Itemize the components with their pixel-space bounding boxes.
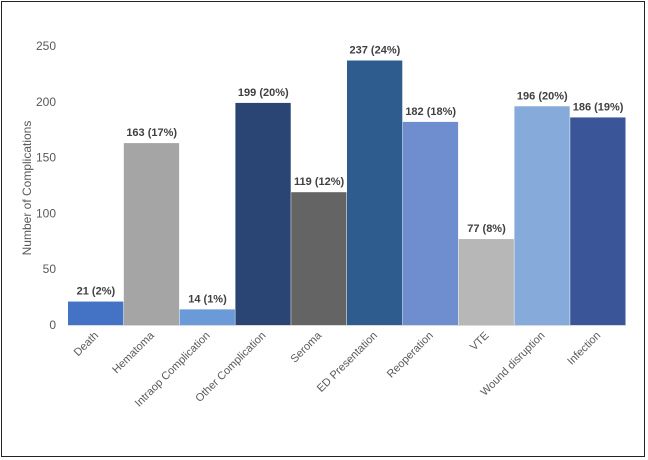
x-tick-label: Infection (565, 330, 603, 368)
data-label: 199 (20%) (238, 87, 289, 99)
x-tick-label: VTE (468, 330, 492, 354)
bar-death (68, 301, 124, 325)
bar-vte (458, 239, 514, 325)
x-tick-label: Reoperation (385, 330, 436, 381)
data-label: 14 (1%) (188, 293, 227, 305)
bar-seroma (291, 192, 347, 325)
bar-other-complication (235, 102, 291, 325)
data-label: 77 (8%) (467, 223, 506, 235)
data-label: 21 (2%) (77, 286, 116, 298)
y-tick-label: 0 (49, 318, 56, 332)
data-label: 182 (18%) (405, 106, 456, 118)
y-tick-label: 200 (36, 95, 56, 109)
x-tick-label: Hematoma (110, 329, 157, 376)
bar-wound-disruption (514, 106, 570, 325)
data-label: 237 (24%) (350, 45, 401, 57)
data-label: 119 (12%) (294, 176, 344, 188)
bar-hematoma (123, 143, 180, 325)
y-axis-label: Number of Complications (20, 121, 34, 256)
data-label: 196 (20%) (517, 90, 568, 102)
bar-reoperation (402, 121, 459, 325)
x-tick-label: Seroma (288, 329, 324, 365)
bar-ed-presentation (347, 60, 403, 326)
y-tick-label: 150 (36, 151, 56, 165)
y-tick-label: 50 (43, 262, 57, 276)
bar-intraop-complication (179, 309, 235, 325)
y-tick-label: 250 (36, 39, 56, 53)
data-label: 163 (17%) (126, 127, 177, 139)
bar-infection (570, 117, 626, 325)
y-tick-label: 100 (36, 206, 56, 220)
x-tick-label: ED Presentation (315, 330, 380, 395)
data-label: 186 (19%) (573, 101, 624, 113)
x-tick-label: Death (72, 330, 101, 359)
